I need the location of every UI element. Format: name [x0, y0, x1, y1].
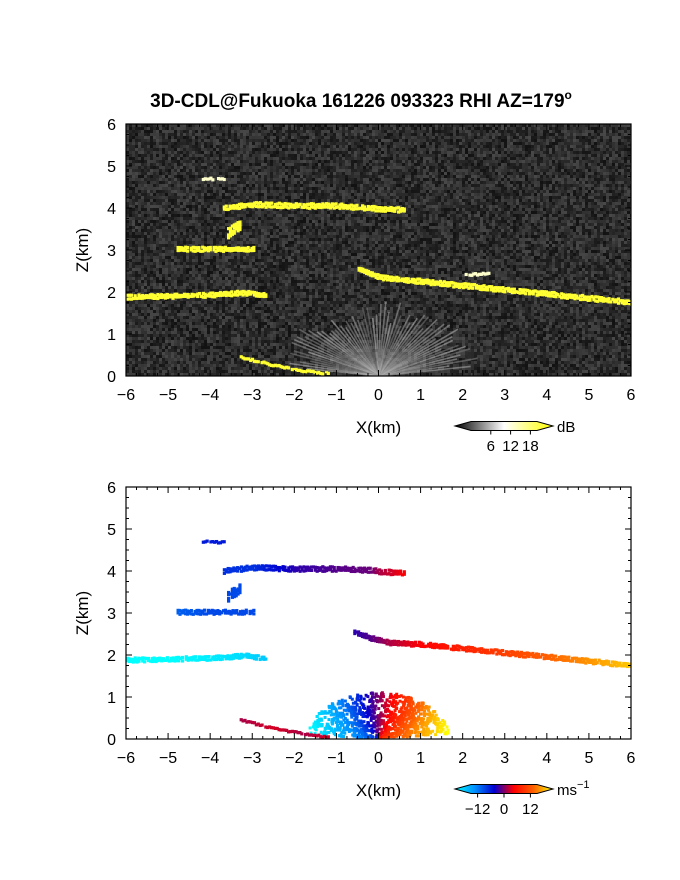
y-tick-label: 4 — [107, 201, 116, 218]
layer-feature — [222, 564, 406, 577]
colorbar-scale — [453, 784, 555, 794]
y-tick-label: 6 — [107, 480, 116, 497]
colorbar-unit: ms−1 — [557, 779, 590, 799]
x-tick-label: −5 — [159, 387, 177, 404]
y-tick-label: 0 — [107, 732, 116, 749]
y-tick-label: 2 — [107, 648, 116, 665]
x-tick-label: −5 — [159, 750, 177, 767]
colorbar-tick-label: 6 — [487, 438, 495, 455]
x-tick-label: 4 — [542, 750, 551, 767]
layer-feature — [222, 201, 406, 214]
colorbar: 6 12 18 dB — [453, 419, 575, 455]
x-tick-label: 3 — [500, 750, 509, 767]
x-axis: −6 −5 −4 −3 −2 −1 0 1 2 3 4 5 6 X(km) — [117, 124, 636, 437]
y-tick-label: 5 — [107, 159, 116, 176]
x-tick-label: 4 — [542, 387, 551, 404]
near-range-fan — [289, 301, 478, 376]
x-tick-label: −2 — [285, 750, 303, 767]
y-axis: 0 1 2 3 4 5 6 Z(km) — [73, 480, 631, 749]
x-tick-label: 5 — [584, 750, 593, 767]
colorbar-scale — [453, 421, 555, 431]
x-tick-label: 1 — [416, 750, 425, 767]
y-tick-label: 1 — [107, 327, 116, 344]
x-tick-label: −4 — [201, 750, 219, 767]
layer-feature — [239, 718, 330, 739]
colorbar-tick-label: −12 — [465, 801, 490, 818]
x-tick-label: −3 — [243, 750, 261, 767]
chart-title: 3D-CDL@Fukuoka 161226 093323 RHI AZ=179o — [150, 88, 572, 112]
layer-feature — [176, 245, 256, 253]
layer-feature — [357, 266, 631, 307]
x-tick-label: 2 — [458, 750, 467, 767]
layer-feature — [201, 176, 226, 182]
y-tick-label: 5 — [107, 522, 116, 539]
layer-feature — [464, 271, 491, 277]
layer-feature — [227, 583, 242, 603]
x-axis-label: X(km) — [356, 781, 401, 800]
layer-feature — [239, 355, 330, 376]
colorbar-tick-label: 18 — [522, 438, 539, 455]
colorbar-tick-label: 12 — [502, 438, 519, 455]
y-axis-label: Z(km) — [73, 228, 92, 272]
y-tick-label: 2 — [107, 285, 116, 302]
colorbar: −12 0 12 ms−1 — [453, 779, 590, 818]
layer-feature — [201, 539, 226, 545]
plot-area-2 — [126, 539, 631, 739]
x-tick-label: 1 — [416, 387, 425, 404]
x-tick-label: −6 — [117, 387, 135, 404]
layer-feature — [126, 289, 268, 301]
x-tick-label: 6 — [627, 750, 636, 767]
colorbar-tick-label: 12 — [522, 801, 539, 818]
colorbar-unit: dB — [557, 419, 575, 436]
layer-feature — [227, 220, 242, 240]
x-tick-label: −1 — [327, 750, 345, 767]
y-tick-label: 4 — [107, 564, 116, 581]
plot-area-1 — [126, 124, 631, 376]
y-axis: 0 1 2 3 4 5 6 Z(km) — [73, 117, 631, 386]
layer-features — [126, 539, 631, 739]
x-tick-label: 6 — [627, 387, 636, 404]
x-axis-label: X(km) — [356, 418, 401, 437]
y-tick-label: 1 — [107, 690, 116, 707]
x-tick-label: 2 — [458, 387, 467, 404]
x-tick-label: 0 — [374, 387, 383, 404]
x-tick-label: 0 — [374, 750, 383, 767]
layer-feature — [126, 652, 268, 664]
y-tick-label: 0 — [107, 369, 116, 386]
x-tick-label: −1 — [327, 387, 345, 404]
y-tick-label: 3 — [107, 606, 116, 623]
x-tick-label: 3 — [500, 387, 509, 404]
x-tick-label: −4 — [201, 387, 219, 404]
x-tick-label: −2 — [285, 387, 303, 404]
layer-features — [126, 176, 631, 376]
x-tick-label: −3 — [243, 387, 261, 404]
x-axis: −6 −5 −4 −3 −2 −1 0 1 2 3 4 5 6 X(km) — [117, 487, 636, 800]
y-tick-label: 6 — [107, 117, 116, 134]
layer-feature — [353, 629, 631, 669]
y-tick-label: 3 — [107, 243, 116, 260]
noise-background — [126, 124, 631, 376]
y-axis-label: Z(km) — [73, 591, 92, 635]
colorbar-tick-label: 0 — [500, 801, 508, 818]
x-tick-label: −6 — [117, 750, 135, 767]
near-range-points — [308, 691, 450, 739]
x-tick-label: 5 — [584, 387, 593, 404]
layer-feature — [176, 608, 256, 616]
